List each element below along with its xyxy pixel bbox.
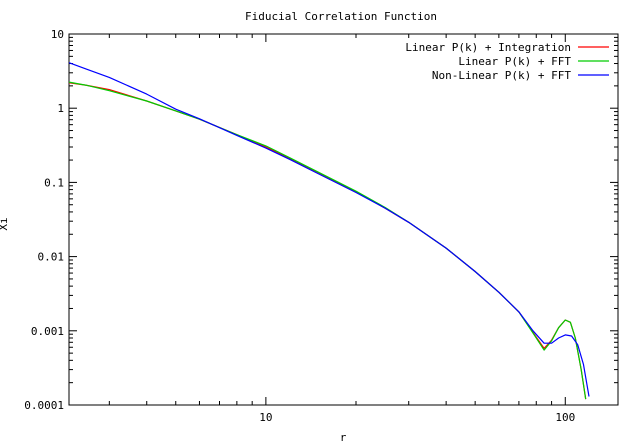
x-tick-label: 10 bbox=[259, 411, 272, 424]
series-line-2 bbox=[68, 81, 587, 400]
legend-label: Linear P(k) + FFT bbox=[458, 55, 571, 68]
y-tick-label: 10 bbox=[51, 28, 64, 41]
x-tick-label: 100 bbox=[555, 411, 575, 424]
x-axis-ticks: 10 100 bbox=[108, 34, 575, 424]
series-lines bbox=[68, 62, 590, 400]
legend-label: Linear P(k) + Integration bbox=[405, 41, 571, 54]
x-axis-label: r bbox=[340, 431, 347, 444]
y-axis-ticks: 10 1 0.1 0.01 0.001 0.0001 bbox=[24, 28, 618, 412]
series-line-1 bbox=[68, 82, 587, 400]
y-tick-label: 1 bbox=[57, 102, 64, 115]
y-axis-label: Xi bbox=[0, 217, 10, 230]
y-tick-label: 0.01 bbox=[38, 251, 65, 264]
series-line-3 bbox=[68, 62, 590, 397]
plot-frame bbox=[68, 33, 619, 406]
y-tick-label: 0.001 bbox=[31, 325, 64, 338]
y-tick-label: 0.1 bbox=[44, 176, 64, 189]
chart-title: Fiducial Correlation Function bbox=[245, 10, 437, 23]
y-tick-label: 0.0001 bbox=[24, 399, 64, 412]
legend-label: Non-Linear P(k) + FFT bbox=[432, 69, 571, 82]
